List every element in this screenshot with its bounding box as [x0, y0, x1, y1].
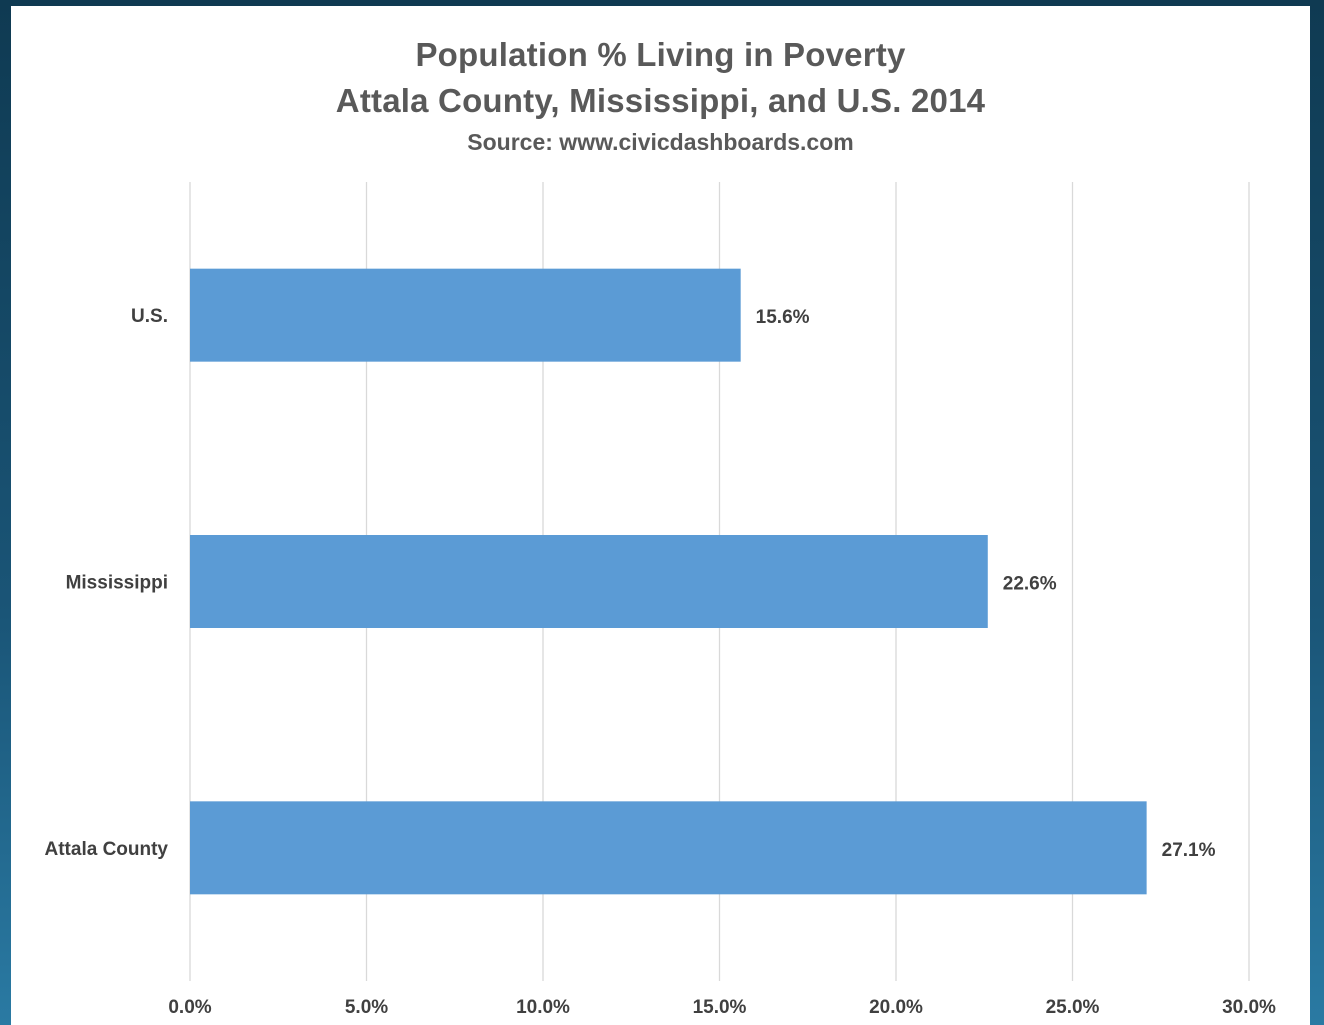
- y-category-label: Attala County: [45, 839, 169, 860]
- bar: [190, 268, 741, 362]
- data-label: 15.6%: [756, 307, 810, 328]
- x-tick-label: 10.0%: [516, 997, 570, 1018]
- data-label: 27.1%: [1162, 840, 1216, 861]
- x-tick-label: 5.0%: [345, 997, 388, 1018]
- x-tick-label: 15.0%: [693, 997, 747, 1018]
- bar: [190, 801, 1147, 895]
- chart-title: Population % Living in Poverty: [415, 36, 906, 73]
- bar-chart: 0.0% 5.0% 10.0% 15.0% 20.0% 25.0% 30.0% U.S. 15.…: [45, 182, 1277, 1018]
- chart-panel: Population % Living in Poverty Attala Co…: [11, 6, 1310, 1025]
- y-category-label: Mississippi: [66, 573, 168, 594]
- data-label: 22.6%: [1003, 574, 1057, 595]
- y-category-label: U.S.: [131, 306, 168, 327]
- bar: [190, 535, 988, 628]
- chart-subtitle: Attala County, Mississippi, and U.S. 201…: [335, 82, 986, 119]
- x-tick-label: 20.0%: [869, 997, 923, 1018]
- bars: [190, 268, 1147, 895]
- labels: 0.0% 5.0% 10.0% 15.0% 20.0% 25.0% 30.0% U.S. 15.…: [45, 306, 1277, 1018]
- x-tick-label: 30.0%: [1222, 997, 1276, 1018]
- x-tick-label: 0.0%: [168, 997, 211, 1018]
- x-tick-label: 25.0%: [1046, 997, 1100, 1018]
- chart-titles: Population % Living in Poverty Attala Co…: [11, 32, 1310, 158]
- chart-source: Source: www.civicdashboards.com: [467, 129, 854, 155]
